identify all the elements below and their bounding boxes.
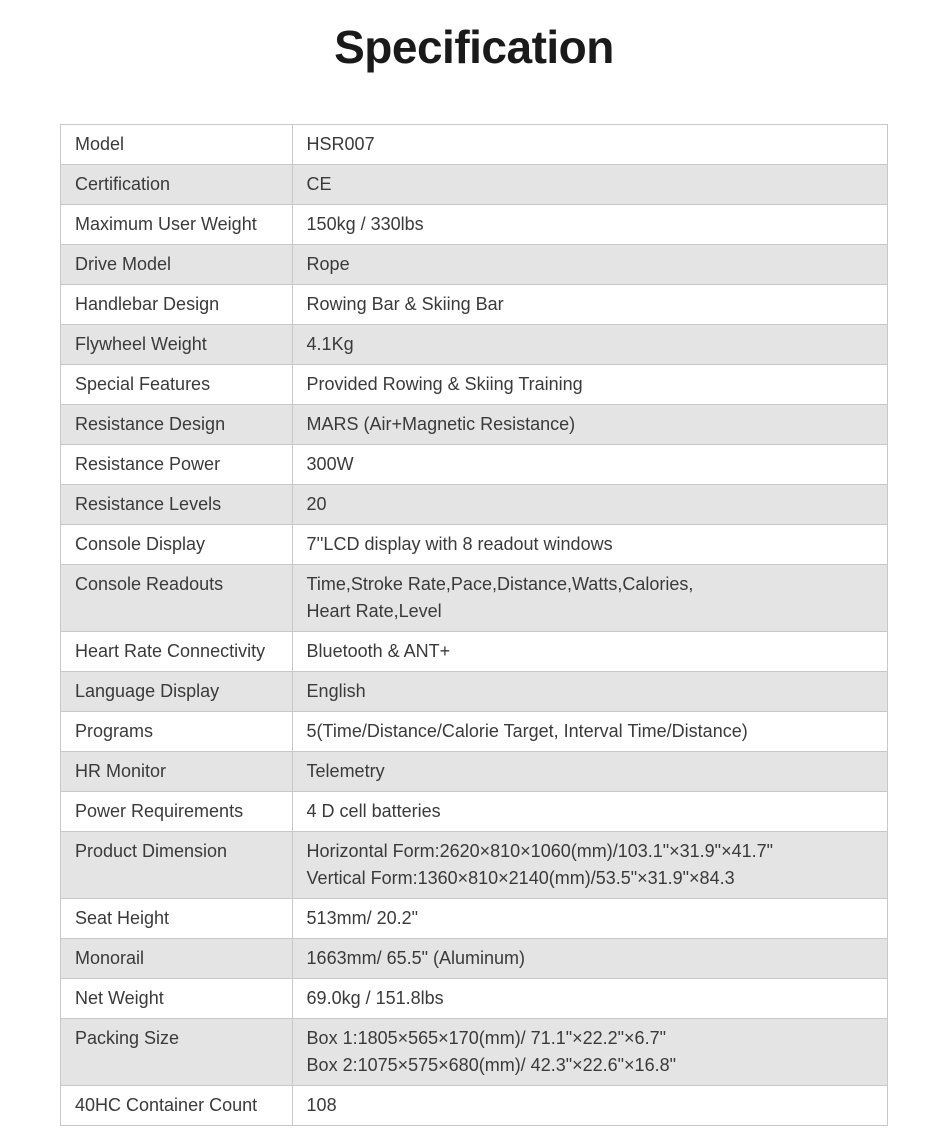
spec-value: 7''LCD display with 8 readout windows	[292, 525, 887, 565]
table-row: Console Readouts Time,Stroke Rate,Pace,Di…	[61, 565, 888, 632]
table-row: Power Requirements 4 D cell batteries	[61, 792, 888, 832]
spec-value: 300W	[292, 445, 887, 485]
spec-value-line: 513mm/ 20.2"	[307, 905, 873, 932]
table-row: Console Display 7''LCD display with 8 rea…	[61, 525, 888, 565]
spec-value-line: Telemetry	[307, 758, 873, 785]
spec-value-line: 5(Time/Distance/Calorie Target, Interval…	[307, 718, 873, 745]
spec-label: Resistance Levels	[61, 485, 293, 525]
table-row: Resistance Levels 20	[61, 485, 888, 525]
spec-label: Product Dimension	[61, 832, 293, 899]
spec-value: Telemetry	[292, 752, 887, 792]
spec-value-line: English	[307, 678, 873, 705]
spec-value: Rowing Bar & Skiing Bar	[292, 285, 887, 325]
spec-value: English	[292, 672, 887, 712]
spec-label: Language Display	[61, 672, 293, 712]
spec-value: Bluetooth & ANT+	[292, 632, 887, 672]
table-row: Handlebar Design Rowing Bar & Skiing Bar	[61, 285, 888, 325]
spec-value: 108	[292, 1086, 887, 1126]
spec-value: 513mm/ 20.2"	[292, 899, 887, 939]
spec-value: 1663mm/ 65.5" (Aluminum)	[292, 939, 887, 979]
spec-label: Drive Model	[61, 245, 293, 285]
spec-label: Monorail	[61, 939, 293, 979]
table-row: Model HSR007	[61, 125, 888, 165]
table-row: Drive Model Rope	[61, 245, 888, 285]
spec-value: 4 D cell batteries	[292, 792, 887, 832]
table-row: Programs 5(Time/Distance/Calorie Target, …	[61, 712, 888, 752]
table-row: Resistance Design MARS (Air+Magnetic Resi…	[61, 405, 888, 445]
spec-label: Console Readouts	[61, 565, 293, 632]
spec-label: Net Weight	[61, 979, 293, 1019]
spec-label: Seat Height	[61, 899, 293, 939]
spec-label: Resistance Power	[61, 445, 293, 485]
specification-table-body: Model HSR007 Certification CE Maximum User W…	[61, 125, 888, 1126]
spec-value: 4.1Kg	[292, 325, 887, 365]
spec-value-line: HSR007	[307, 131, 873, 158]
spec-label: Flywheel Weight	[61, 325, 293, 365]
spec-value-line: 1663mm/ 65.5" (Aluminum)	[307, 945, 873, 972]
spec-value-line: 4.1Kg	[307, 331, 873, 358]
spec-label: Console Display	[61, 525, 293, 565]
spec-value-line: Vertical Form:1360×810×2140(mm)/53.5"×31…	[307, 865, 873, 892]
spec-label: Handlebar Design	[61, 285, 293, 325]
spec-value-line: Rowing Bar & Skiing Bar	[307, 291, 873, 318]
table-row: Maximum User Weight 150kg / 330lbs	[61, 205, 888, 245]
spec-value-line: 108	[307, 1092, 873, 1119]
table-row: Special Features Provided Rowing & Skiing…	[61, 365, 888, 405]
spec-value-line: Bluetooth & ANT+	[307, 638, 873, 665]
spec-value-line: Box 2:1075×575×680(mm)/ 42.3"×22.6"×16.8…	[307, 1052, 873, 1079]
spec-label: HR Monitor	[61, 752, 293, 792]
spec-value-line: Horizontal Form:2620×810×1060(mm)/103.1"…	[307, 838, 873, 865]
table-row: Monorail 1663mm/ 65.5" (Aluminum)	[61, 939, 888, 979]
spec-label: Heart Rate Connectivity	[61, 632, 293, 672]
table-row: Resistance Power 300W	[61, 445, 888, 485]
table-row: HR Monitor Telemetry	[61, 752, 888, 792]
spec-value-line: Rope	[307, 251, 873, 278]
spec-label: Model	[61, 125, 293, 165]
spec-value: MARS (Air+Magnetic Resistance)	[292, 405, 887, 445]
spec-label: Power Requirements	[61, 792, 293, 832]
specification-table: Model HSR007 Certification CE Maximum User W…	[60, 124, 888, 1126]
spec-value-line: Provided Rowing & Skiing Training	[307, 371, 873, 398]
spec-label: Maximum User Weight	[61, 205, 293, 245]
spec-label: Certification	[61, 165, 293, 205]
spec-label: 40HC Container Count	[61, 1086, 293, 1126]
table-row: Heart Rate Connectivity Bluetooth & ANT+	[61, 632, 888, 672]
spec-value-line: Time,Stroke Rate,Pace,Distance,Watts,Cal…	[307, 571, 873, 598]
spec-label: Special Features	[61, 365, 293, 405]
spec-value: Box 1:1805×565×170(mm)/ 71.1"×22.2"×6.7"…	[292, 1019, 887, 1086]
spec-value: Provided Rowing & Skiing Training	[292, 365, 887, 405]
spec-value: Rope	[292, 245, 887, 285]
spec-value-line: 150kg / 330lbs	[307, 211, 873, 238]
spec-value: Horizontal Form:2620×810×1060(mm)/103.1"…	[292, 832, 887, 899]
spec-label: Programs	[61, 712, 293, 752]
table-row: Seat Height 513mm/ 20.2"	[61, 899, 888, 939]
spec-value-line: Box 1:1805×565×170(mm)/ 71.1"×22.2"×6.7"	[307, 1025, 873, 1052]
spec-value: 5(Time/Distance/Calorie Target, Interval…	[292, 712, 887, 752]
table-row: Language Display English	[61, 672, 888, 712]
spec-value-line: 4 D cell batteries	[307, 798, 873, 825]
spec-value-line: MARS (Air+Magnetic Resistance)	[307, 411, 873, 438]
spec-value-line: 20	[307, 491, 873, 518]
page-title: Specification	[60, 20, 888, 74]
spec-value: CE	[292, 165, 887, 205]
spec-label: Resistance Design	[61, 405, 293, 445]
spec-value: HSR007	[292, 125, 887, 165]
spec-value-line: 69.0kg / 151.8lbs	[307, 985, 873, 1012]
spec-value-line: Heart Rate,Level	[307, 598, 873, 625]
spec-label: Packing Size	[61, 1019, 293, 1086]
spec-value: 20	[292, 485, 887, 525]
spec-value-line: 7''LCD display with 8 readout windows	[307, 531, 873, 558]
spec-value: 150kg / 330lbs	[292, 205, 887, 245]
spec-value: 69.0kg / 151.8lbs	[292, 979, 887, 1019]
table-row: Net Weight 69.0kg / 151.8lbs	[61, 979, 888, 1019]
spec-value-line: CE	[307, 171, 873, 198]
table-row: 40HC Container Count 108	[61, 1086, 888, 1126]
spec-value-line: 300W	[307, 451, 873, 478]
table-row: Product Dimension Horizontal Form:2620×81…	[61, 832, 888, 899]
table-row: Packing SizeBox 1:1805×565×170(mm)/ 71.1…	[61, 1019, 888, 1086]
table-row: Certification CE	[61, 165, 888, 205]
table-row: Flywheel Weight 4.1Kg	[61, 325, 888, 365]
spec-value: Time,Stroke Rate,Pace,Distance,Watts,Cal…	[292, 565, 887, 632]
